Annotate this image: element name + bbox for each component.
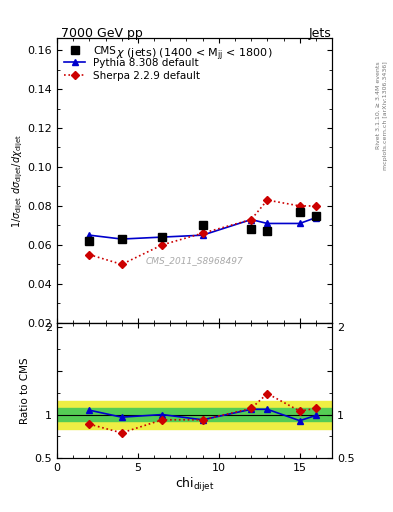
CMS [314,212,318,219]
Pythia 8.308 default [119,236,124,242]
Text: Jets: Jets [309,27,331,39]
Text: mcplots.cern.ch [arXiv:1306.3436]: mcplots.cern.ch [arXiv:1306.3436] [384,61,388,170]
CMS [87,238,92,244]
Line: Pythia 8.308 default: Pythia 8.308 default [86,215,319,242]
Y-axis label: Ratio to CMS: Ratio to CMS [20,357,30,424]
Sherpa 2.2.9 default [119,261,124,267]
Pythia 8.308 default [298,220,302,226]
CMS [265,228,270,234]
Pythia 8.308 default [314,215,318,221]
CMS [200,222,205,228]
Bar [57,400,332,429]
Line: Sherpa 2.2.9 default: Sherpa 2.2.9 default [86,197,319,267]
Sherpa 2.2.9 default [249,217,253,223]
Pythia 8.308 default [160,234,165,240]
CMS [298,209,302,215]
Pythia 8.308 default [200,232,205,238]
Sherpa 2.2.9 default [160,242,165,248]
Y-axis label: $1/\sigma_\mathrm{dijet}\ d\sigma_\mathrm{dijet}/d\chi_\mathrm{dijet}$: $1/\sigma_\mathrm{dijet}\ d\sigma_\mathr… [10,134,25,227]
Text: Rivet 3.1.10, ≥ 3.4M events: Rivet 3.1.10, ≥ 3.4M events [376,61,380,149]
Text: CMS_2011_S8968497: CMS_2011_S8968497 [146,255,243,265]
Legend: CMS, Pythia 8.308 default, Sherpa 2.2.9 default: CMS, Pythia 8.308 default, Sherpa 2.2.9 … [61,42,204,84]
Sherpa 2.2.9 default [314,203,318,209]
CMS [249,226,253,232]
Sherpa 2.2.9 default [298,203,302,209]
Text: $\chi$ (jets) (1400 < M$_\mathrm{jj}$ < 1800): $\chi$ (jets) (1400 < M$_\mathrm{jj}$ < … [116,47,273,63]
CMS [119,236,124,242]
Text: 7000 GeV pp: 7000 GeV pp [61,27,143,39]
Pythia 8.308 default [249,217,253,223]
CMS [160,234,165,240]
Bar [57,409,332,421]
Sherpa 2.2.9 default [87,251,92,258]
X-axis label: chi$_\mathregular{dijet}$: chi$_\mathregular{dijet}$ [175,476,214,494]
Pythia 8.308 default [87,232,92,238]
Line: CMS: CMS [86,208,320,245]
Sherpa 2.2.9 default [200,230,205,236]
Pythia 8.308 default [265,220,270,226]
Sherpa 2.2.9 default [265,197,270,203]
